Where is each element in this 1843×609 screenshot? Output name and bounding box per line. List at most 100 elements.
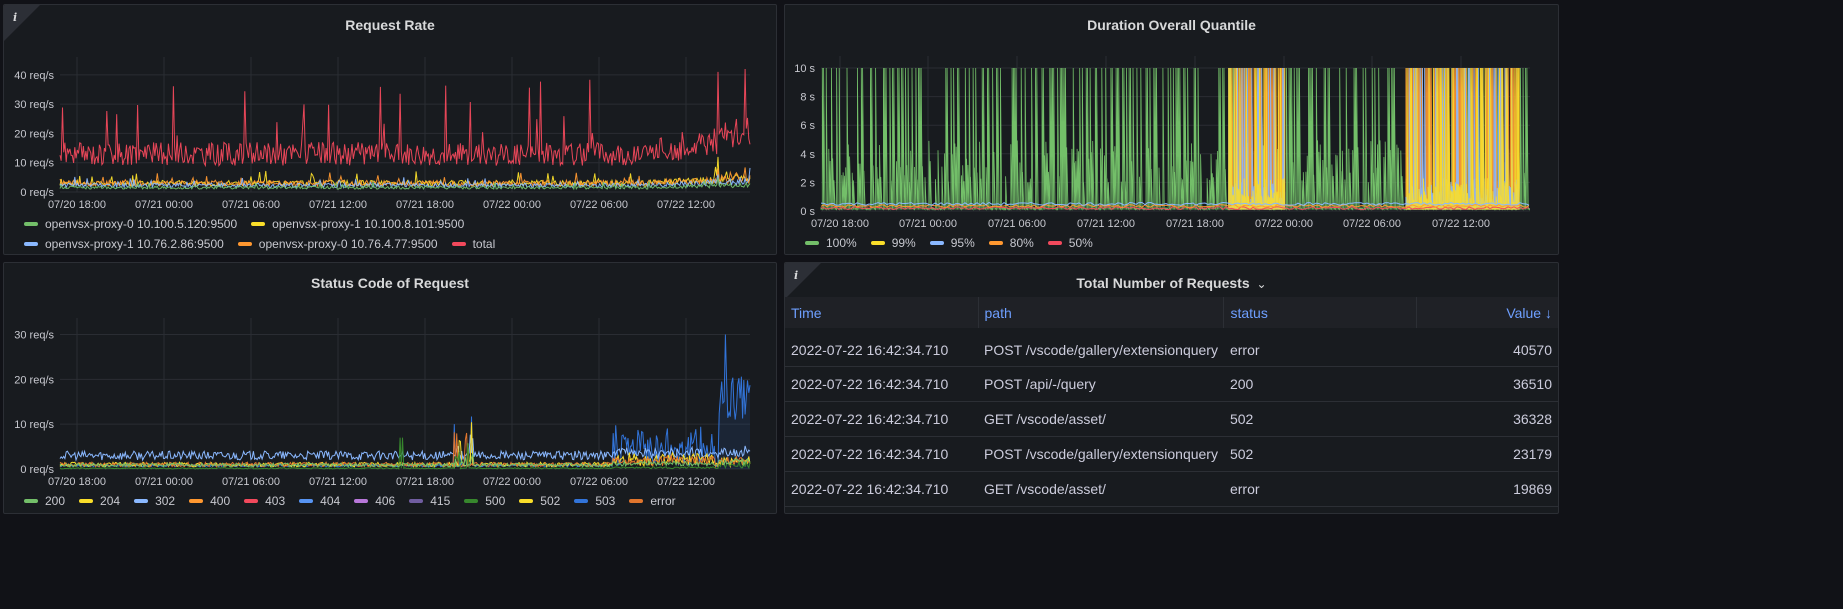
legend-swatch [409,499,424,503]
legend-label: 404 [320,494,341,508]
x-tick-label: 07/22 06:00 [570,476,628,488]
info-icon[interactable]: i [794,269,799,282]
legend-item[interactable]: 99% [870,236,916,250]
legend-item[interactable]: openvsx-proxy-1 10.100.8.101:9500 [251,217,464,231]
column-header-value[interactable]: Value ↓ [1416,297,1558,331]
legend-item[interactable]: total [451,237,495,251]
legend-item[interactable]: 204 [79,494,120,508]
table-row[interactable]: 2022-07-22 16:42:34.710 GET /vscode/asset… [785,400,1558,436]
panel-title[interactable]: Status Code of Request [311,275,469,291]
requests-table: Time path status Value ↓ 2022-07-22 16:4… [785,297,1558,513]
legend-item[interactable]: 400 [189,494,230,508]
legend-item[interactable]: 500 [464,494,505,508]
column-header-time[interactable]: Time [785,297,979,331]
legend-swatch [870,241,885,245]
cell-value: 36328 [1416,400,1558,436]
x-tick-label: 07/22 06:00 [570,199,628,210]
legend-label: 503 [595,494,616,508]
table-row[interactable]: 2022-07-22 16:42:34.710 POST /vscode/gall… [785,435,1558,471]
legend-swatch [451,242,466,246]
legend-swatch [244,499,259,503]
x-tick-label: 07/21 12:00 [309,199,367,210]
cell-time: 2022-07-22 16:42:34.710 [785,435,978,471]
legend-item[interactable]: 302 [134,494,175,508]
series-line [820,201,1530,206]
legend-swatch [805,241,819,245]
legend-item[interactable]: openvsx-proxy-0 10.100.5.120:9500 [24,217,237,231]
legend-item[interactable]: 404 [299,494,340,508]
x-tick-label: 07/21 12:00 [309,476,367,488]
x-tick-label: 07/20 18:00 [48,476,106,488]
status-code-chart[interactable]: 0 req/s 10 req/s 20 req/s 30 req/s 07/20 18:… [4,263,777,493]
legend-item[interactable]: 100% [805,236,857,250]
table-row[interactable]: 2022-07-22 16:42:34.710 GET /vscode/asset… [785,470,1558,506]
legend-item[interactable]: 200 [24,494,65,508]
total-requests-panel: i Total Number of Requests ⌄ Time path s… [784,262,1559,514]
legend-label: 95% [950,236,975,250]
cell-path: POST /api/-/query [978,505,1224,513]
request-rate-chart[interactable]: 0 req/s 10 req/s 20 req/s 30 req/s 40 req/s 0… [4,5,777,210]
series-line [1228,67,1286,210]
legend-item[interactable]: 502 [519,494,560,508]
panel-info-corner[interactable] [4,5,40,41]
x-tick-label: 07/20 18:00 [811,218,869,230]
panel-title[interactable]: Duration Overall Quantile [1087,17,1256,33]
cell-path: GET /vscode/asset/ [978,400,1224,436]
info-icon[interactable]: i [13,11,18,24]
y-tick-label: 40 req/s [14,70,54,82]
y-tick-label: 2 s [800,177,815,189]
legend-swatch [354,499,369,503]
panel-title[interactable]: Total Number of Requests ⌄ [785,275,1558,291]
cell-status: 502 [1223,400,1417,436]
table-row[interactable]: 2022-07-22 16:42:34.710 POST /vscode/gall… [785,328,1558,366]
x-tick-label: 07/22 00:00 [483,476,541,488]
legend-label: 200 [45,494,66,508]
x-tick-label: 07/21 18:00 [1166,218,1224,230]
legend-swatch [464,499,479,503]
cell-path: POST /vscode/gallery/extensionquery [978,328,1224,366]
cell-time: 2022-07-22 16:42:34.710 [785,470,978,506]
legend-item[interactable]: 95% [929,236,975,250]
x-tick-label: 07/21 00:00 [135,199,193,210]
legend-item[interactable]: openvsx-proxy-0 10.76.4.77:9500 [237,237,438,251]
legend-item[interactable]: 403 [244,494,285,508]
legend-label: openvsx-proxy-0 10.100.5.120:9500 [45,217,238,231]
y-tick-label: 20 req/s [14,374,54,386]
y-tick-label: 10 s [794,63,815,75]
y-tick-label: 30 req/s [14,329,54,341]
x-tick-label: 07/21 18:00 [396,476,454,488]
legend-item[interactable]: 406 [354,494,395,508]
legend-label: 502 [540,494,561,508]
requests-table-wrapper: Time path status Value ↓ 2022-07-22 16:4… [785,297,1558,513]
cell-time: 2022-07-22 16:42:34.710 [785,365,978,401]
legend-item[interactable]: 50% [1047,236,1093,250]
series-line [59,177,751,191]
cell-status: 502 [1223,435,1417,471]
y-tick-label: 30 req/s [14,99,54,111]
legend-label: 406 [375,494,396,508]
duration-quantile-chart[interactable]: 0 s 2 s 4 s 6 s 8 s 10 s 07/20 18:00 07/21 00:0… [785,5,1559,235]
cell-value: 40570 [1416,328,1558,366]
legend-item[interactable]: error [629,494,676,508]
cell-value: 15596 [1416,505,1558,513]
legend-swatch [24,499,38,503]
x-tick-label: 07/22 12:00 [1432,218,1490,230]
legend-item[interactable]: openvsx-proxy-1 10.76.2.86:9500 [24,237,224,251]
panel-title-text[interactable]: Total Number of Requests [1076,275,1250,291]
x-tick-label: 07/21 18:00 [396,199,454,210]
legend-item[interactable]: 415 [409,494,450,508]
y-tick-label: 20 req/s [14,128,54,140]
cell-status: error [1223,328,1417,366]
column-header-path[interactable]: path [978,297,1225,331]
legend-item[interactable]: 80% [988,236,1034,250]
panel-title[interactable]: Request Rate [345,17,435,33]
y-tick-label: 4 s [800,149,815,161]
legend-item[interactable]: 503 [574,494,615,508]
panel-info-corner[interactable] [785,263,821,299]
cell-status: 200 [1223,365,1417,401]
chevron-down-icon[interactable]: ⌄ [1256,277,1267,291]
table-header-row: Time path status Value ↓ [785,297,1558,331]
column-header-status[interactable]: status [1223,297,1418,331]
